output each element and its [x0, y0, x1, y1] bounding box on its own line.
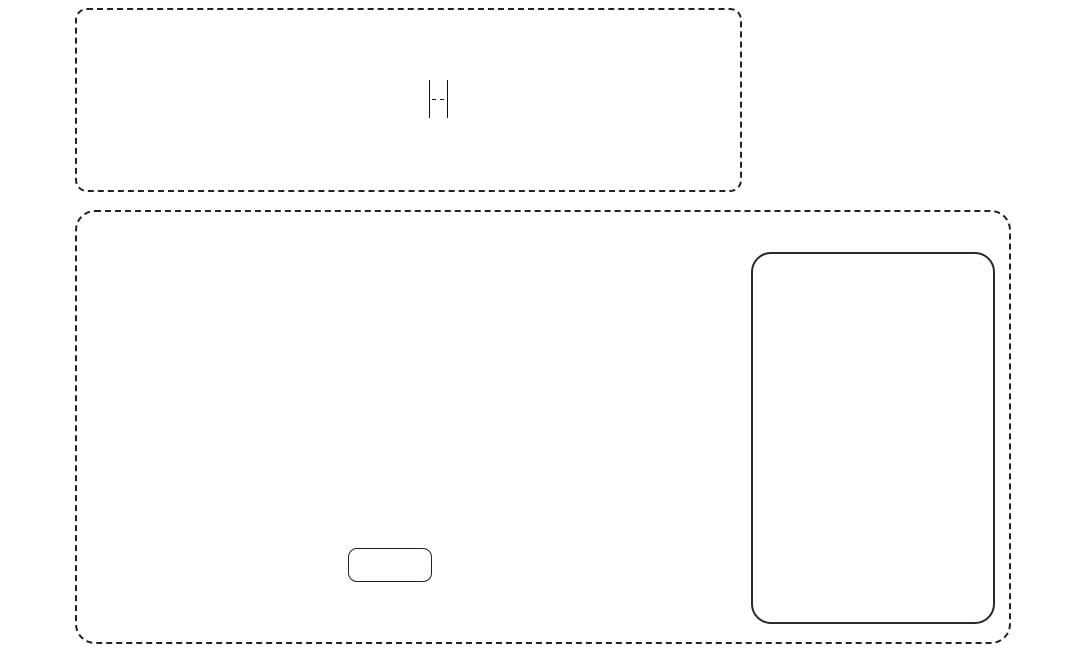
cwt-feature-vector	[500, 256, 678, 320]
feature-extraction-panel	[75, 210, 1011, 644]
cwt-formula	[320, 80, 548, 118]
predicted-damage-dot-icon	[798, 30, 812, 43]
formula-arg-fraction	[439, 98, 444, 101]
formula-left-bar	[428, 80, 430, 118]
preprocessing-panel	[75, 8, 742, 192]
fused-feature-vector	[287, 588, 492, 632]
formula-right-bar	[446, 80, 448, 118]
formula-scale-fraction	[431, 98, 436, 101]
actual-damage-dot-icon	[798, 9, 812, 22]
model-prediction-box	[751, 252, 995, 624]
concat-box	[348, 548, 432, 582]
f-feature-vector	[130, 256, 308, 320]
